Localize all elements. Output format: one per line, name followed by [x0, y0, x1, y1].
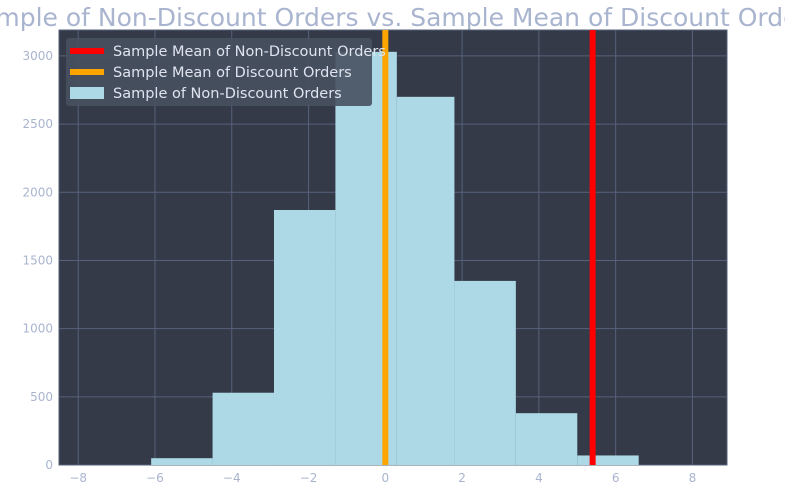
mean-lines: [382, 30, 596, 465]
legend: Sample Mean of Non-Discount Orders Sample…: [66, 38, 386, 106]
legend-label: Sample of Non-Discount Orders: [113, 86, 342, 102]
legend-label: Sample Mean of Non-Discount Orders: [113, 44, 386, 60]
y-tick-label: 1000: [22, 322, 53, 336]
x-tick-label: −2: [300, 471, 318, 485]
x-tick-label: −4: [223, 471, 241, 485]
y-tick-label: 1500: [22, 253, 53, 267]
x-tick-label: 0: [382, 471, 390, 485]
x-tick-label: 4: [535, 471, 543, 485]
y-tick-label: 2500: [22, 117, 53, 131]
y-tick-label: 2000: [22, 185, 53, 199]
histogram-bar: [273, 210, 336, 465]
legend-label: Sample Mean of Discount Orders: [113, 65, 352, 81]
histogram-bar: [515, 413, 578, 465]
histogram-bar: [212, 392, 274, 465]
x-tick-label: 2: [458, 471, 466, 485]
legend-box: [66, 38, 372, 106]
x-tick-label: 8: [689, 471, 697, 485]
histogram-bar: [454, 280, 516, 465]
histogram-bar: [151, 458, 213, 465]
y-tick-label: 0: [45, 458, 53, 472]
x-tick-label: 6: [612, 471, 620, 485]
histogram-bar: [577, 455, 639, 465]
axis-ticks: −8 −6 −4 −2 0 2 4 6 8 0 500 1000 1500 2000 2500 3000: [22, 49, 696, 485]
histogram-bar: [396, 96, 455, 466]
chart-title: Sample of Non-Discount Orders vs. Sample…: [0, 3, 785, 32]
x-tick-label: −6: [146, 471, 164, 485]
x-tick-label: −8: [69, 471, 87, 485]
legend-patch-swatch: [70, 87, 104, 99]
y-tick-label: 3000: [22, 49, 53, 63]
y-tick-label: 500: [30, 390, 53, 404]
